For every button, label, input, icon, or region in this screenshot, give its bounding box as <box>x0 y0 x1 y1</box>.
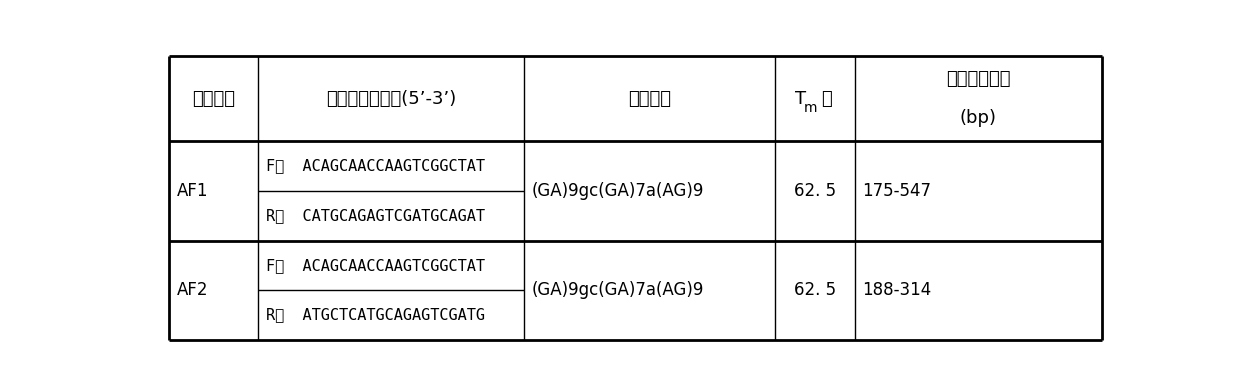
Text: 値: 値 <box>821 90 832 108</box>
Text: 扩增片段大小: 扩增片段大小 <box>946 70 1011 88</box>
Text: (GA)9gc(GA)7a(AG)9: (GA)9gc(GA)7a(AG)9 <box>531 281 704 299</box>
Text: 175-547: 175-547 <box>862 182 931 200</box>
Text: F：  ACAGCAACCAAGTCGGCTAT: F： ACAGCAACCAAGTCGGCTAT <box>265 158 485 174</box>
Text: m: m <box>804 101 817 115</box>
Text: 上下游引物序列(5’-3’): 上下游引物序列(5’-3’) <box>326 90 456 108</box>
Text: 重复基序: 重复基序 <box>627 90 671 108</box>
Text: R：  CATGCAGAGTCGATGCAGAT: R： CATGCAGAGTCGATGCAGAT <box>265 208 485 223</box>
Text: (bp): (bp) <box>960 109 997 127</box>
Text: F：  ACAGCAACCAAGTCGGCTAT: F： ACAGCAACCAAGTCGGCTAT <box>265 258 485 273</box>
Text: T: T <box>795 90 806 108</box>
Text: R：  ATGCTCATGCAGAGTCGATG: R： ATGCTCATGCAGAGTCGATG <box>265 307 485 323</box>
Text: AF1: AF1 <box>177 182 208 200</box>
Text: 引物编号: 引物编号 <box>192 90 236 108</box>
Text: 62. 5: 62. 5 <box>794 281 836 299</box>
Text: 188-314: 188-314 <box>862 281 931 299</box>
Text: 62. 5: 62. 5 <box>794 182 836 200</box>
Text: AF2: AF2 <box>177 281 208 299</box>
Text: (GA)9gc(GA)7a(AG)9: (GA)9gc(GA)7a(AG)9 <box>531 182 704 200</box>
